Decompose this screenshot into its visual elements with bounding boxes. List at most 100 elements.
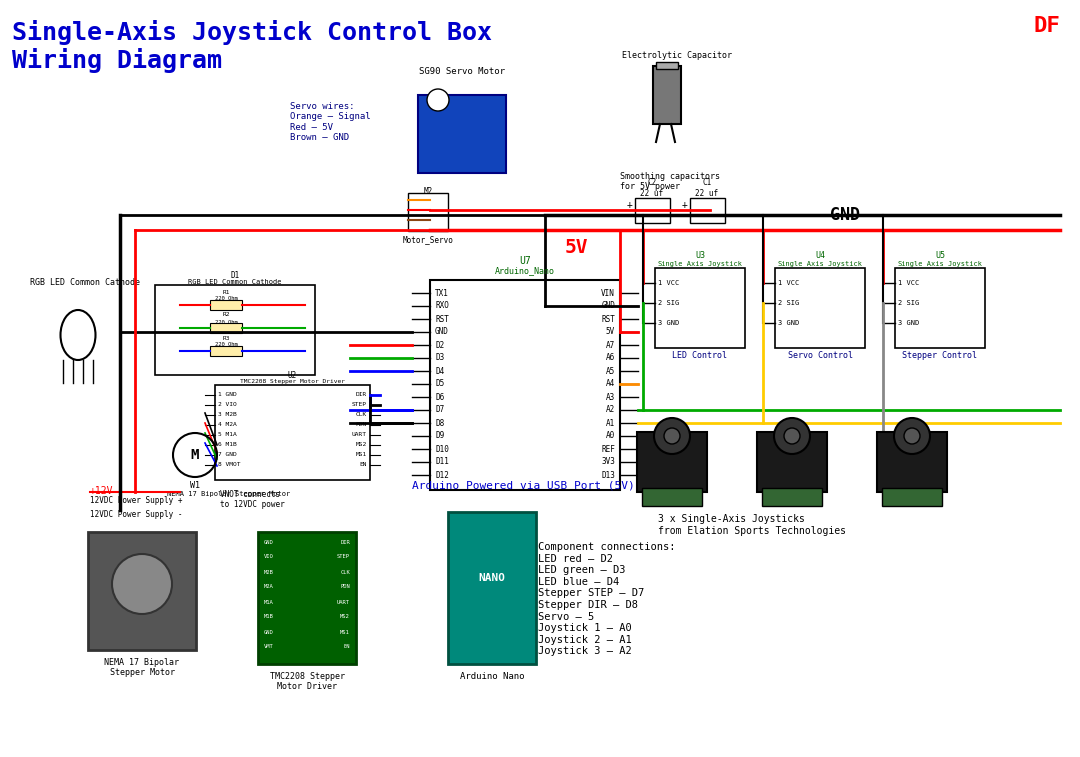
- Text: D13: D13: [602, 471, 615, 479]
- Circle shape: [774, 418, 810, 454]
- Bar: [653, 66, 681, 124]
- Text: 220 Ohm: 220 Ohm: [215, 319, 238, 325]
- Text: 220 Ohm: 220 Ohm: [215, 342, 238, 347]
- Text: Arduino Powered via USB Port (5V): Arduino Powered via USB Port (5V): [411, 480, 635, 490]
- Text: MS2: MS2: [340, 615, 350, 619]
- Text: GND: GND: [435, 328, 449, 337]
- Text: MS1: MS1: [355, 453, 367, 457]
- Text: M1B: M1B: [264, 615, 273, 619]
- Text: A5: A5: [606, 366, 615, 375]
- Text: A2: A2: [606, 406, 615, 415]
- Text: LED Control: LED Control: [673, 351, 728, 360]
- Text: VIO: VIO: [264, 554, 273, 559]
- Text: 220 Ohm: 220 Ohm: [215, 297, 238, 301]
- Bar: [877, 432, 947, 492]
- Text: D8: D8: [435, 419, 444, 428]
- Text: CLK: CLK: [355, 413, 367, 418]
- Text: M2B: M2B: [264, 569, 273, 575]
- Bar: [642, 488, 702, 506]
- Text: GND: GND: [264, 630, 273, 634]
- Text: 8 VMOT: 8 VMOT: [218, 463, 241, 468]
- Text: R3: R3: [222, 335, 230, 341]
- Text: D6: D6: [435, 392, 444, 401]
- Text: R2: R2: [222, 313, 230, 317]
- Text: Electrolytic Capacitor: Electrolytic Capacitor: [622, 51, 732, 60]
- Text: 5V: 5V: [606, 328, 615, 337]
- Text: 2 SIG: 2 SIG: [658, 300, 679, 306]
- Circle shape: [112, 554, 172, 614]
- Text: 2 SIG: 2 SIG: [778, 300, 799, 306]
- Text: 1 VCC: 1 VCC: [778, 280, 799, 286]
- Text: Single_Axis_Joystick: Single_Axis_Joystick: [658, 260, 743, 267]
- Text: GND: GND: [602, 301, 615, 310]
- Text: 1 VCC: 1 VCC: [658, 280, 679, 286]
- Text: M1A: M1A: [264, 600, 273, 605]
- Text: +: +: [627, 200, 633, 210]
- Text: A4: A4: [606, 379, 615, 388]
- Text: C1
22 uf: C1 22 uf: [696, 179, 718, 198]
- Text: NANO: NANO: [478, 573, 505, 583]
- Text: R1: R1: [222, 289, 230, 294]
- Text: GND: GND: [264, 540, 273, 544]
- Text: 5 M1A: 5 M1A: [218, 432, 237, 438]
- Text: Wiring Diagram: Wiring Diagram: [12, 48, 222, 73]
- Text: TMC2208 Stepper
Motor Driver: TMC2208 Stepper Motor Driver: [270, 672, 345, 691]
- Text: RGB LED Common Cathode: RGB LED Common Cathode: [30, 278, 140, 287]
- Bar: [762, 488, 822, 506]
- Text: 7 GND: 7 GND: [218, 453, 237, 457]
- Bar: [215, 385, 370, 480]
- Text: Single_Axis_Joystick: Single_Axis_Joystick: [897, 260, 983, 267]
- Text: CLK: CLK: [340, 569, 350, 575]
- Text: M: M: [191, 448, 199, 462]
- Text: RGB LED Common Cathode: RGB LED Common Cathode: [188, 279, 282, 285]
- Text: +12V: +12V: [90, 486, 113, 496]
- Text: 6 M1B: 6 M1B: [218, 443, 237, 447]
- Text: STEP: STEP: [352, 403, 367, 407]
- Text: U5: U5: [935, 251, 945, 260]
- Text: 1 VCC: 1 VCC: [897, 280, 919, 286]
- Text: U7: U7: [519, 256, 531, 266]
- Text: 4 M2A: 4 M2A: [218, 422, 237, 428]
- Bar: [637, 432, 707, 492]
- Bar: [757, 432, 827, 492]
- Text: D5: D5: [435, 379, 444, 388]
- Text: Motor_Servo: Motor_Servo: [403, 235, 454, 245]
- Bar: [210, 346, 242, 356]
- Text: 3V3: 3V3: [602, 457, 615, 466]
- Text: 3 GND: 3 GND: [897, 320, 919, 326]
- Text: SG90 Servo Motor: SG90 Servo Motor: [419, 67, 505, 76]
- Bar: [895, 268, 985, 348]
- Circle shape: [894, 418, 930, 454]
- Text: A6: A6: [606, 354, 615, 363]
- Text: D12: D12: [435, 471, 449, 479]
- Text: GND: GND: [831, 206, 860, 224]
- Text: VMT: VMT: [264, 644, 273, 650]
- Text: A3: A3: [606, 392, 615, 401]
- Text: Single-Axis Joystick Control Box: Single-Axis Joystick Control Box: [12, 20, 492, 45]
- Bar: [430, 280, 620, 490]
- Text: D2: D2: [435, 341, 444, 350]
- Text: U3: U3: [696, 251, 705, 260]
- Text: Single_Axis_Joystick: Single_Axis_Joystick: [778, 260, 863, 267]
- Text: DIR: DIR: [340, 540, 350, 544]
- Text: D4: D4: [435, 366, 444, 375]
- Text: D7: D7: [435, 406, 444, 415]
- Text: TMC2208 Stepper Motor Driver: TMC2208 Stepper Motor Driver: [240, 379, 345, 385]
- Text: 2 VIO: 2 VIO: [218, 403, 237, 407]
- Text: EN: EN: [360, 463, 367, 468]
- Bar: [448, 512, 536, 664]
- Circle shape: [427, 89, 449, 111]
- Text: PDN: PDN: [355, 422, 367, 428]
- Text: RST: RST: [435, 314, 449, 323]
- Text: VNOT connects
to 12VDC power: VNOT connects to 12VDC power: [220, 490, 285, 509]
- Text: 3 x Single-Axis Joysticks
from Elation Sports Technologies: 3 x Single-Axis Joysticks from Elation S…: [658, 514, 846, 536]
- Text: D11: D11: [435, 457, 449, 466]
- Bar: [882, 488, 942, 506]
- Text: D1: D1: [230, 272, 240, 281]
- Circle shape: [784, 428, 800, 444]
- Text: Smoothing capacitors
for 5V power: Smoothing capacitors for 5V power: [620, 172, 720, 192]
- Circle shape: [904, 428, 920, 444]
- Text: D10: D10: [435, 444, 449, 453]
- Text: 1 GND: 1 GND: [218, 392, 237, 397]
- Text: DF: DF: [1034, 16, 1059, 36]
